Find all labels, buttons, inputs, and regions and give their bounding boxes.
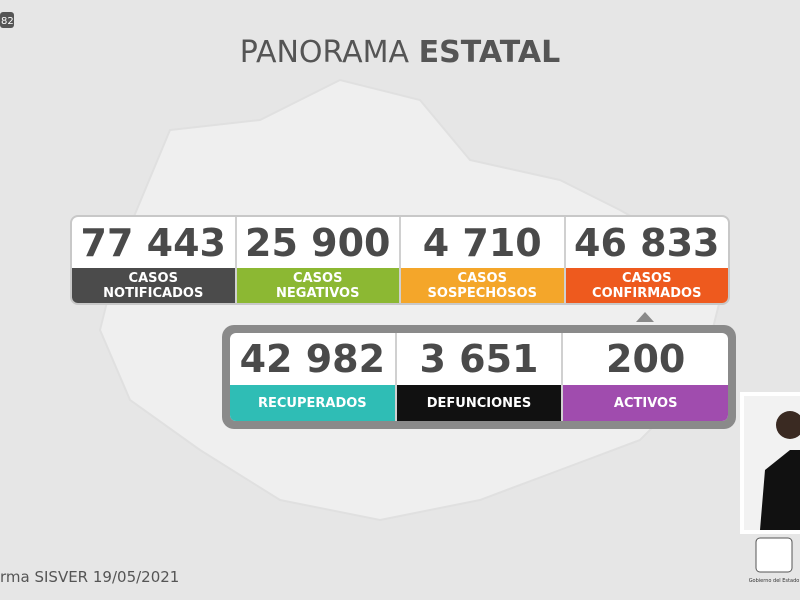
stat-label: CASOS [457,270,507,286]
stat-label: NOTIFICADOS [103,285,204,301]
stat-label-box: ACTIVOS [563,385,728,421]
stat-label-box: DEFUNCIONES [396,385,562,421]
stat-number: 77 443 [80,220,226,265]
stat-label: CASOS [622,270,672,286]
stat-card: 77 443 CASOS NOTIFICADOS [72,217,237,303]
stat-label: CASOS [293,270,343,286]
stat-label: NEGATIVOS [276,285,360,301]
stat-number: 25 900 [245,220,391,265]
interpreter-body [760,450,800,530]
badge-bg [0,12,14,28]
stat-card: 4 710 CASOS SOSPECHOSOS [401,217,566,303]
row2: 42 982 RECUPERADOS 3 651 DEFUNCIONES 200 ACTI… [230,333,728,421]
title: PANORAMA ESTATAL [240,35,560,70]
stat-number: 4 710 [422,220,542,265]
pointer [636,312,654,322]
stat-number: 200 [606,337,686,381]
stat-label: CASOS [128,270,178,286]
footer: rma SISVER 19/05/2021 [0,568,179,586]
stat-label: RECUPERADOS [258,395,367,411]
badge: 82 [1,16,14,27]
stat-number: 42 982 [239,337,386,381]
stat-label-box: CASOS NEGATIVOS [236,268,399,303]
stat-label-box: RECUPERADOS [230,385,395,421]
stat-card: 200 ACTIVOS [563,333,728,421]
stat-label: ACTIVOS [613,395,678,411]
logo-caption: Gobierno del Estado [749,578,800,584]
stat-card: 3 651 DEFUNCIONES [396,333,564,421]
stat-label-box: CASOS CONFIRMADOS [565,268,728,303]
footer-date: 19/05/2021 [93,568,179,586]
stat-number: 3 651 [419,337,539,381]
stat-card: 42 982 RECUPERADOS [230,333,397,421]
stat-label: CONFIRMADOS [592,285,702,301]
stat-label-box: CASOS NOTIFICADOS [72,268,235,303]
title-light: PANORAMA [240,35,410,70]
stat-label: DEFUNCIONES [426,395,532,411]
stat-number: 46 833 [574,220,720,265]
stat-label-box: CASOS SOSPECHOSOS [401,268,564,303]
stat-card: 46 833 CASOS CONFIRMADOS [565,217,728,303]
stat-label: SOSPECHOSOS [427,285,537,301]
footer-source: rma SISVER [0,568,88,586]
stat-card: 25 900 CASOS NEGATIVOS [236,217,401,303]
interpreter-head [776,411,800,439]
row1: 77 443 CASOS NOTIFICADOS 25 900 CASOS NEGATIV… [70,215,730,305]
logo [755,537,793,573]
title-bold: ESTATAL [419,35,561,70]
